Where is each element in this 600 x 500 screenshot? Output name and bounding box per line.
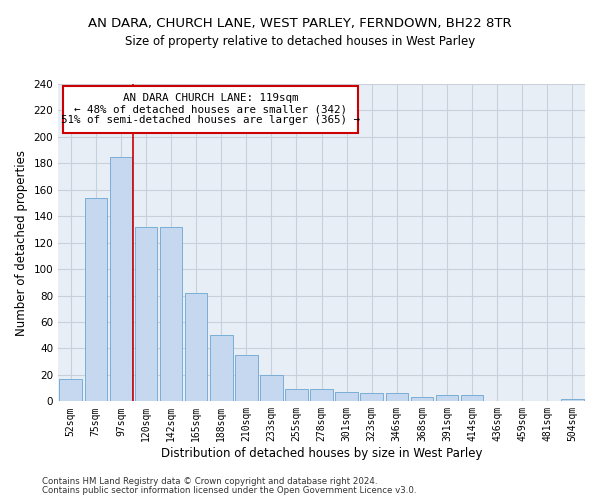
Bar: [160, 227, 182, 402]
Bar: [461, 394, 484, 402]
X-axis label: Distribution of detached houses by size in West Parley: Distribution of detached houses by size …: [161, 447, 482, 460]
FancyBboxPatch shape: [64, 86, 358, 133]
Y-axis label: Number of detached properties: Number of detached properties: [15, 150, 28, 336]
Bar: [59, 379, 82, 402]
Bar: [310, 390, 333, 402]
Bar: [85, 198, 107, 402]
Bar: [361, 394, 383, 402]
Bar: [260, 375, 283, 402]
Text: AN DARA CHURCH LANE: 119sqm: AN DARA CHURCH LANE: 119sqm: [123, 94, 299, 104]
Bar: [561, 398, 584, 402]
Bar: [134, 227, 157, 402]
Bar: [110, 156, 132, 402]
Text: Size of property relative to detached houses in West Parley: Size of property relative to detached ho…: [125, 35, 475, 48]
Bar: [185, 293, 208, 402]
Text: Contains HM Land Registry data © Crown copyright and database right 2024.: Contains HM Land Registry data © Crown c…: [42, 477, 377, 486]
Bar: [386, 394, 408, 402]
Bar: [436, 394, 458, 402]
Bar: [210, 335, 233, 402]
Bar: [410, 398, 433, 402]
Bar: [335, 392, 358, 402]
Text: 51% of semi-detached houses are larger (365) →: 51% of semi-detached houses are larger (…: [61, 116, 361, 126]
Text: Contains public sector information licensed under the Open Government Licence v3: Contains public sector information licen…: [42, 486, 416, 495]
Text: AN DARA, CHURCH LANE, WEST PARLEY, FERNDOWN, BH22 8TR: AN DARA, CHURCH LANE, WEST PARLEY, FERND…: [88, 18, 512, 30]
Bar: [235, 355, 257, 402]
Text: ← 48% of detached houses are smaller (342): ← 48% of detached houses are smaller (34…: [74, 104, 347, 115]
Bar: [285, 390, 308, 402]
